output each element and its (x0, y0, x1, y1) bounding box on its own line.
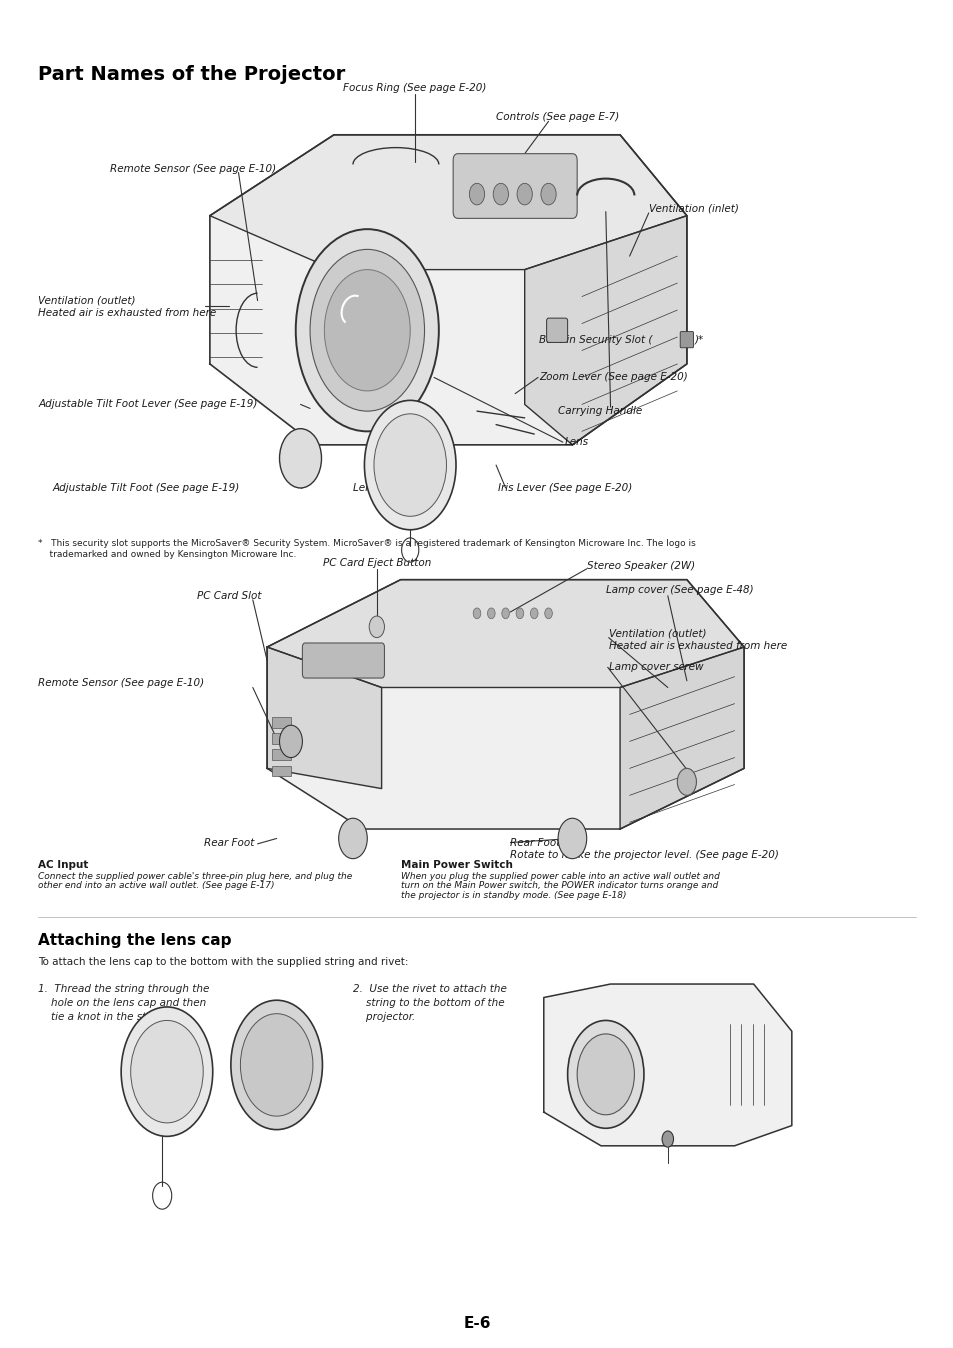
Text: *   This security slot supports the MicroSaver® Security System. MicroSaver® is : * This security slot supports the MicroS… (38, 539, 695, 558)
Text: Carrying Handle: Carrying Handle (558, 406, 641, 417)
FancyBboxPatch shape (679, 332, 693, 348)
Polygon shape (267, 580, 743, 829)
Circle shape (295, 229, 438, 431)
Circle shape (501, 608, 509, 619)
Text: Lamp cover screw: Lamp cover screw (608, 662, 702, 673)
Text: Adjustable Tilt Foot (See page E-19): Adjustable Tilt Foot (See page E-19) (52, 483, 239, 493)
FancyBboxPatch shape (302, 643, 384, 678)
Text: the projector is in standby mode. (See page E-18): the projector is in standby mode. (See p… (400, 891, 625, 899)
Text: Remote Sensor (See page E-10): Remote Sensor (See page E-10) (110, 163, 275, 174)
Text: Ventilation (inlet): Ventilation (inlet) (648, 204, 738, 214)
Text: turn on the Main Power switch, the POWER indicator turns orange and: turn on the Main Power switch, the POWER… (400, 882, 718, 890)
Text: 2.  Use the rivet to attach the
    string to the bottom of the
    projector.: 2. Use the rivet to attach the string to… (353, 984, 506, 1022)
Text: PC Card Slot: PC Card Slot (196, 590, 261, 601)
Circle shape (567, 1020, 643, 1128)
Text: Adjustable Tilt Foot Lever (See page E-19): Adjustable Tilt Foot Lever (See page E-1… (38, 399, 257, 410)
Text: AC Input: AC Input (38, 860, 89, 871)
Polygon shape (619, 647, 743, 829)
Text: Attaching the lens cap: Attaching the lens cap (38, 933, 232, 948)
Text: Lens Cap: Lens Cap (353, 483, 400, 493)
Text: other end into an active wall outlet. (See page E-17): other end into an active wall outlet. (S… (38, 882, 274, 890)
FancyBboxPatch shape (272, 717, 291, 728)
Polygon shape (210, 135, 686, 270)
Circle shape (279, 725, 302, 758)
Polygon shape (267, 580, 743, 687)
Text: Rotate to make the projector level. (See page E-20): Rotate to make the projector level. (See… (510, 849, 779, 860)
Circle shape (661, 1131, 673, 1147)
Text: Lens: Lens (564, 437, 588, 448)
Circle shape (240, 1014, 313, 1116)
Text: Controls (See page E-7): Controls (See page E-7) (496, 112, 618, 123)
Circle shape (121, 1007, 213, 1136)
Circle shape (493, 183, 508, 205)
Text: Zoom Lever (See page E-20): Zoom Lever (See page E-20) (538, 372, 687, 383)
Text: Ventilation (outlet): Ventilation (outlet) (608, 628, 705, 639)
FancyBboxPatch shape (453, 154, 577, 218)
Text: When you plug the supplied power cable into an active wall outlet and: When you plug the supplied power cable i… (400, 872, 719, 880)
Text: Lamp cover (See page E-48): Lamp cover (See page E-48) (605, 585, 753, 596)
Circle shape (516, 608, 523, 619)
Circle shape (338, 818, 367, 859)
Text: )*: )* (694, 334, 703, 345)
FancyBboxPatch shape (272, 733, 291, 744)
Circle shape (540, 183, 556, 205)
Circle shape (374, 414, 446, 516)
Text: Connect the supplied power cable's three-pin plug here, and plug the: Connect the supplied power cable's three… (38, 872, 352, 880)
Text: Main Power Switch: Main Power Switch (400, 860, 512, 871)
Text: Remote Sensor (See page E-10): Remote Sensor (See page E-10) (38, 678, 204, 689)
Text: To attach the lens cap to the bottom with the supplied string and rivet:: To attach the lens cap to the bottom wit… (38, 957, 408, 967)
Text: Iris Lever (See page E-20): Iris Lever (See page E-20) (497, 483, 632, 493)
Circle shape (131, 1020, 203, 1123)
Text: E-6: E-6 (463, 1316, 490, 1332)
Text: Stereo Speaker (2W): Stereo Speaker (2W) (586, 561, 694, 572)
FancyBboxPatch shape (272, 766, 291, 776)
Text: 1.  Thread the string through the
    hole on the lens cap and then
    tie a kn: 1. Thread the string through the hole on… (38, 984, 210, 1022)
Circle shape (517, 183, 532, 205)
Circle shape (473, 608, 480, 619)
Circle shape (677, 768, 696, 795)
Circle shape (369, 616, 384, 638)
Circle shape (364, 400, 456, 530)
Circle shape (544, 608, 552, 619)
Text: Rear Foot: Rear Foot (510, 837, 560, 848)
Circle shape (324, 270, 410, 391)
Circle shape (279, 429, 321, 488)
FancyBboxPatch shape (546, 318, 567, 342)
Text: Heated air is exhausted from here: Heated air is exhausted from here (608, 640, 786, 651)
Text: Built-in Security Slot (: Built-in Security Slot ( (538, 334, 652, 345)
FancyBboxPatch shape (272, 749, 291, 760)
Circle shape (577, 1034, 634, 1115)
Text: Heated air is exhausted from here: Heated air is exhausted from here (38, 307, 216, 318)
Text: PC Card Eject Button: PC Card Eject Button (322, 558, 431, 569)
Circle shape (487, 608, 495, 619)
Polygon shape (267, 647, 381, 789)
Text: Rear Foot: Rear Foot (204, 837, 253, 848)
Polygon shape (543, 984, 791, 1146)
Circle shape (558, 818, 586, 859)
Text: Part Names of the Projector: Part Names of the Projector (38, 65, 345, 84)
Text: Ventilation (outlet): Ventilation (outlet) (38, 295, 135, 306)
Polygon shape (210, 135, 686, 445)
Circle shape (469, 183, 484, 205)
Circle shape (310, 249, 424, 411)
Circle shape (530, 608, 537, 619)
Circle shape (231, 1000, 322, 1130)
Text: Focus Ring (See page E-20): Focus Ring (See page E-20) (343, 82, 486, 93)
Polygon shape (524, 216, 686, 445)
